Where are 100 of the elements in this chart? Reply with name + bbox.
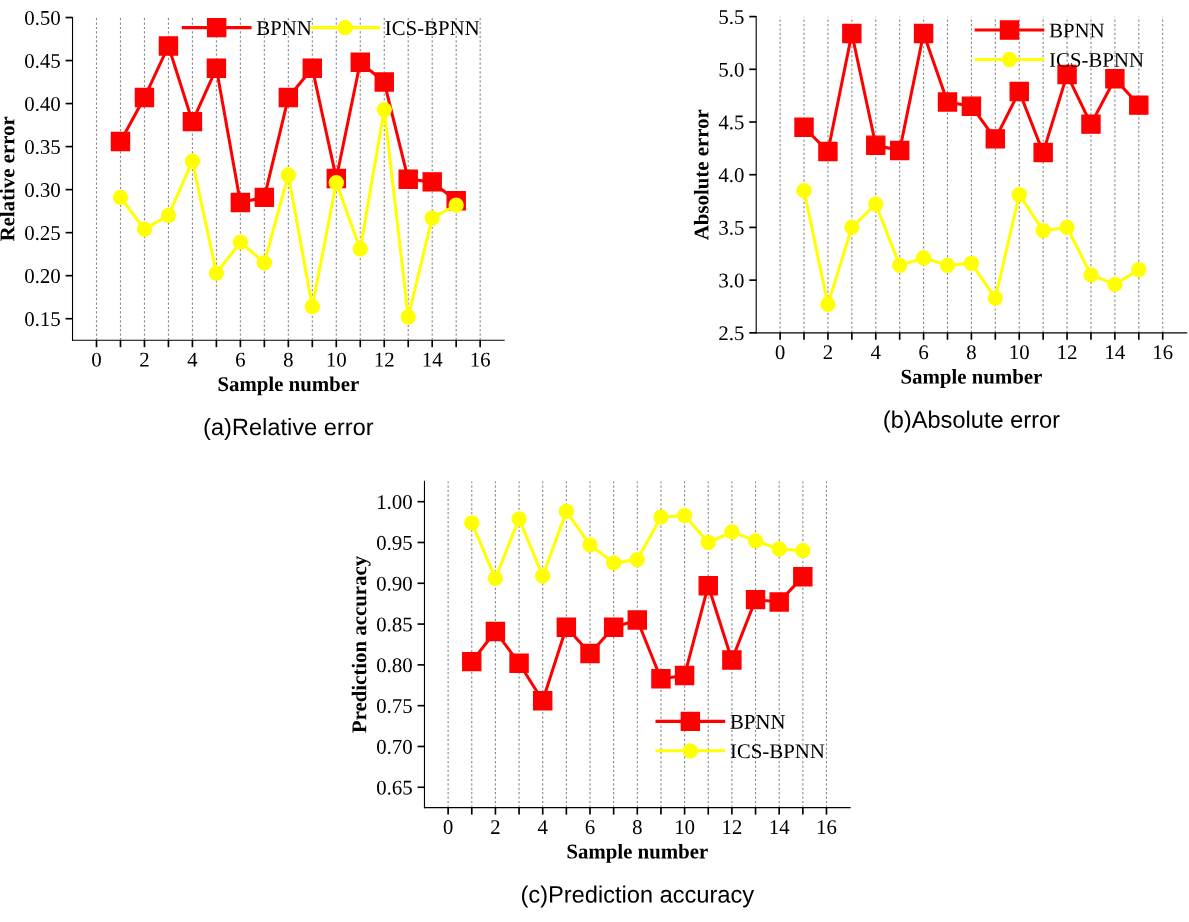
y-tick-label: 0.70 bbox=[377, 739, 412, 754]
y-tick-label: 0.85 bbox=[377, 617, 412, 632]
x-tick-label: 14 bbox=[770, 820, 790, 834]
text: (b)Absolute error bbox=[884, 410, 1060, 433]
point bbox=[987, 290, 1003, 306]
legend-label: ICS-BPNN bbox=[1049, 53, 1144, 67]
y-tick-label: 0.40 bbox=[25, 96, 60, 112]
point bbox=[1033, 142, 1053, 163]
point bbox=[1035, 222, 1051, 239]
y-tick-label: 3.0 bbox=[719, 273, 744, 288]
x-tick-label: 4 bbox=[870, 345, 881, 360]
y-tick-label: 0.35 bbox=[25, 139, 60, 155]
x-axis-title: Sample number bbox=[567, 843, 708, 863]
point bbox=[771, 541, 787, 557]
y-tick-label: 0.25 bbox=[25, 226, 60, 241]
point bbox=[913, 23, 934, 44]
point bbox=[629, 551, 645, 568]
point bbox=[1083, 267, 1099, 283]
point bbox=[509, 653, 529, 673]
y-tick-label: 5.0 bbox=[719, 62, 744, 77]
x-tick-label: 4 bbox=[537, 820, 548, 834]
point bbox=[254, 187, 275, 208]
y-tick-label: 0.20 bbox=[25, 269, 60, 284]
point bbox=[422, 172, 442, 192]
point bbox=[1131, 261, 1147, 278]
x-tick-label: 8 bbox=[967, 345, 976, 360]
point bbox=[110, 131, 131, 152]
x-tick-label: 0 bbox=[92, 352, 101, 367]
x-tick-label: 8 bbox=[283, 352, 293, 367]
text: (a)Relative error bbox=[204, 418, 374, 440]
point bbox=[1129, 95, 1149, 115]
y-axis-title: Relative error bbox=[0, 116, 15, 242]
x-tick-label: 16 bbox=[1154, 345, 1173, 360]
point bbox=[747, 533, 764, 549]
x-tick-label: 12 bbox=[375, 352, 394, 367]
point bbox=[464, 515, 480, 531]
point bbox=[627, 610, 648, 630]
x-tick-label: 14 bbox=[1106, 345, 1125, 360]
x-tick-label: 12 bbox=[1058, 345, 1077, 360]
point bbox=[580, 643, 600, 664]
point bbox=[535, 568, 551, 584]
point bbox=[674, 665, 695, 686]
point bbox=[700, 534, 716, 551]
legend-label: BPNN bbox=[256, 21, 312, 35]
point bbox=[400, 309, 416, 325]
point bbox=[722, 650, 742, 670]
point bbox=[352, 241, 368, 257]
y-axis-title: Absolute error bbox=[693, 109, 709, 240]
point bbox=[603, 617, 624, 638]
x-tick-label: 2 bbox=[823, 345, 832, 360]
point bbox=[582, 537, 598, 553]
y-tick-label: 0.80 bbox=[377, 658, 412, 673]
x-axis-title: Sample number bbox=[901, 369, 1042, 388]
point bbox=[232, 234, 249, 250]
point bbox=[1009, 81, 1029, 102]
x-tick-label: 6 bbox=[236, 352, 245, 367]
y-tick-label: 0.65 bbox=[377, 780, 412, 795]
point bbox=[793, 567, 813, 587]
point bbox=[985, 129, 1006, 149]
x-tick-label: 0 bbox=[443, 820, 453, 835]
point bbox=[651, 669, 671, 689]
y-tick-label: 5.5 bbox=[719, 10, 744, 25]
point bbox=[1011, 187, 1027, 203]
point bbox=[160, 207, 177, 224]
y-tick-label: 4.5 bbox=[718, 115, 744, 130]
x-tick-label: 14 bbox=[423, 352, 443, 367]
point bbox=[206, 58, 227, 79]
point bbox=[134, 87, 155, 108]
x-tick-label: 8 bbox=[632, 820, 642, 835]
x-tick-label: 16 bbox=[471, 352, 490, 367]
point bbox=[230, 192, 251, 213]
point bbox=[1059, 219, 1075, 236]
y-tick-label: 0.50 bbox=[25, 10, 60, 26]
y-tick-label: 0.30 bbox=[25, 183, 60, 198]
point bbox=[448, 197, 464, 213]
point bbox=[1105, 69, 1125, 89]
point bbox=[795, 543, 811, 559]
point bbox=[868, 196, 884, 212]
point bbox=[487, 570, 504, 587]
y-tick-label: 4.0 bbox=[718, 168, 744, 183]
point bbox=[376, 101, 392, 118]
x-tick-label: 10 bbox=[1010, 345, 1029, 360]
point bbox=[745, 589, 766, 610]
point bbox=[1107, 276, 1123, 292]
legend-label: BPNN bbox=[730, 715, 786, 729]
point bbox=[796, 182, 812, 199]
point bbox=[961, 96, 982, 116]
x-tick-label: 12 bbox=[723, 820, 742, 834]
point bbox=[963, 255, 980, 271]
x-tick-label: 6 bbox=[919, 345, 929, 360]
y-tick-label: 2.5 bbox=[719, 326, 744, 341]
point bbox=[606, 555, 622, 571]
legend-label: BPNN bbox=[1049, 23, 1105, 38]
point bbox=[556, 617, 577, 638]
point bbox=[302, 58, 323, 79]
point bbox=[558, 503, 574, 520]
x-tick-label: 16 bbox=[817, 820, 837, 835]
point bbox=[280, 167, 296, 183]
point bbox=[278, 87, 299, 108]
point bbox=[136, 221, 153, 237]
